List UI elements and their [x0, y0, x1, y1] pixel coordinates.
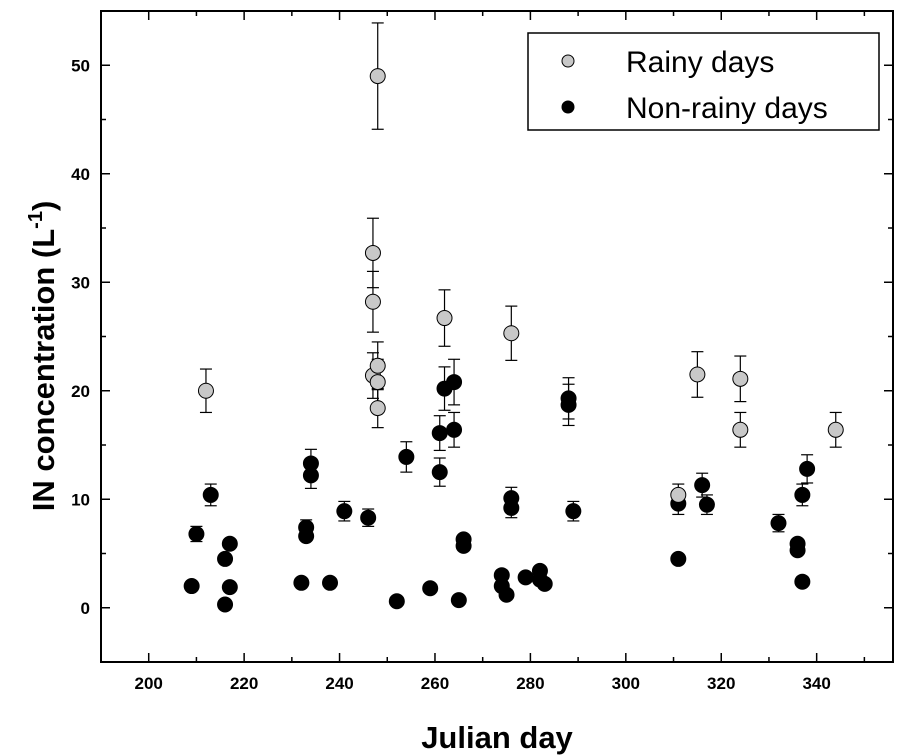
y-tick-label: 50 — [71, 56, 90, 75]
y-axis-title: IN concentration (L-1) — [25, 201, 61, 512]
y-tick-label: 40 — [71, 165, 90, 184]
point-rainy — [364, 244, 381, 261]
x-tick-label: 240 — [325, 674, 353, 693]
data-points — [183, 68, 844, 613]
x-axis-title: Julian day — [421, 720, 573, 755]
point-rainy — [197, 382, 214, 399]
y-tick-label: 20 — [71, 382, 90, 401]
point-rainy — [732, 421, 749, 438]
x-tick-label: 200 — [135, 674, 163, 693]
point-non-rainy — [221, 579, 238, 596]
point-non-rainy — [446, 421, 463, 438]
legend-marker-non-rainy — [561, 100, 575, 114]
point-non-rainy — [517, 569, 534, 586]
point-non-rainy — [217, 596, 234, 613]
point-rainy — [369, 400, 386, 417]
point-non-rainy — [503, 499, 520, 516]
point-non-rainy — [770, 515, 787, 532]
point-non-rainy — [794, 486, 811, 503]
point-non-rainy — [794, 573, 811, 590]
point-non-rainy — [322, 574, 339, 591]
point-non-rainy — [560, 396, 577, 413]
point-non-rainy — [388, 593, 405, 610]
y-axis-title-superscript: -1 — [25, 211, 47, 229]
point-non-rainy — [217, 550, 234, 567]
point-non-rainy — [455, 537, 472, 554]
point-non-rainy — [183, 578, 200, 595]
point-non-rainy — [565, 503, 582, 520]
x-tick-label: 340 — [802, 674, 830, 693]
point-rainy — [436, 310, 453, 327]
legend: Rainy days Non-rainy days — [527, 32, 880, 131]
point-non-rainy — [422, 580, 439, 597]
point-non-rainy — [221, 535, 238, 552]
point-rainy — [732, 370, 749, 387]
point-non-rainy — [694, 477, 711, 494]
point-rainy — [670, 486, 687, 503]
point-non-rainy — [431, 425, 448, 442]
legend-label-non-rainy: Non-rainy days — [626, 92, 828, 125]
point-rainy — [369, 357, 386, 374]
y-axis-title-main: IN concentration (L — [26, 229, 61, 511]
x-tick-label: 300 — [612, 674, 640, 693]
point-rainy — [364, 293, 381, 310]
point-non-rainy — [302, 467, 319, 484]
x-tick-label: 260 — [421, 674, 449, 693]
point-non-rainy — [431, 464, 448, 481]
point-rainy — [369, 374, 386, 391]
point-non-rainy — [293, 574, 310, 591]
point-non-rainy — [188, 525, 205, 542]
point-non-rainy — [202, 486, 219, 503]
legend-box — [527, 32, 880, 131]
point-non-rainy — [450, 592, 467, 609]
y-tick-label: 10 — [71, 490, 90, 509]
point-rainy — [369, 68, 386, 85]
point-non-rainy — [446, 374, 463, 391]
point-rainy — [503, 325, 520, 342]
point-non-rainy — [336, 503, 353, 520]
point-non-rainy — [789, 542, 806, 559]
point-rainy — [827, 421, 844, 438]
point-non-rainy — [498, 586, 515, 603]
point-non-rainy — [398, 448, 415, 465]
x-tick-label: 320 — [707, 674, 735, 693]
y-tick-label: 30 — [71, 273, 90, 292]
legend-label-rainy: Rainy days — [626, 46, 774, 79]
x-tick-label: 280 — [516, 674, 544, 693]
point-non-rainy — [298, 528, 315, 545]
point-rainy — [689, 366, 706, 383]
x-tick-label: 220 — [230, 674, 258, 693]
point-non-rainy — [698, 496, 715, 513]
y-axis-title-suffix: ) — [26, 201, 61, 211]
legend-marker-rainy — [561, 54, 575, 68]
y-tick-label: 0 — [81, 599, 90, 618]
point-non-rainy — [799, 460, 816, 477]
point-non-rainy — [360, 509, 377, 526]
x-axis-ticks: 200 220 240 260 280 300 320 340 — [135, 11, 866, 693]
point-non-rainy — [536, 575, 553, 592]
y-axis-ticks: 0 10 20 30 40 50 — [71, 56, 893, 618]
point-non-rainy — [670, 550, 687, 567]
